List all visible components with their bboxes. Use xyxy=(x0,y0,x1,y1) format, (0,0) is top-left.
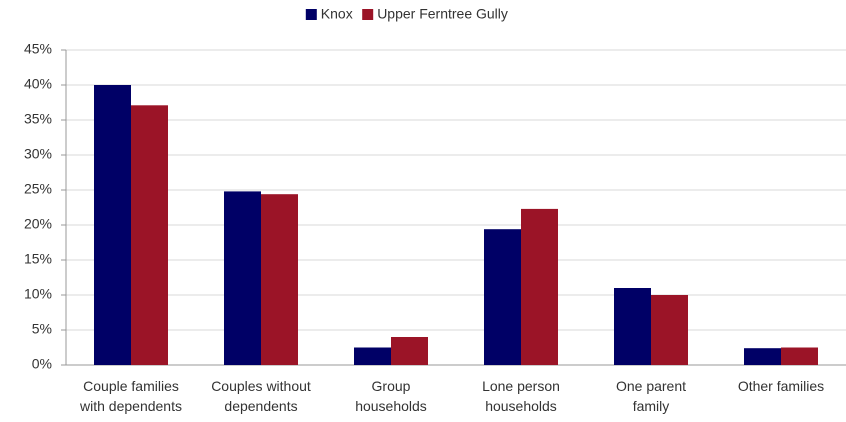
y-tick-label: 5% xyxy=(32,321,52,337)
bar xyxy=(484,229,521,365)
y-tick-label: 40% xyxy=(24,76,52,92)
legend-label: Knox xyxy=(321,6,353,22)
y-tick-label: 10% xyxy=(24,286,52,302)
bar xyxy=(94,85,131,365)
x-tick-label: Couples without dependents xyxy=(211,378,311,414)
bar xyxy=(781,347,818,365)
x-tick-label: One parent family xyxy=(615,378,687,414)
bar xyxy=(744,348,781,365)
y-tick-label: 45% xyxy=(24,41,52,57)
y-tick-label: 25% xyxy=(24,181,52,197)
bar xyxy=(131,105,168,366)
legend-swatch xyxy=(305,9,317,20)
x-tick-label: Lone person households xyxy=(482,378,560,414)
y-tick-label: 0% xyxy=(32,356,52,372)
y-tick-label: 15% xyxy=(24,251,52,267)
y-tick-label: 20% xyxy=(24,216,52,232)
x-tick-label: Group households xyxy=(355,378,427,414)
bar xyxy=(354,347,391,365)
x-tick-label: Other families xyxy=(737,378,825,394)
y-tick-label: 30% xyxy=(24,146,52,162)
bar xyxy=(614,288,651,365)
bar xyxy=(651,295,688,365)
y-tick-label: 35% xyxy=(24,111,52,127)
x-tick-label: Couple families with dependents xyxy=(80,378,182,414)
bar xyxy=(521,208,558,365)
bar xyxy=(261,194,298,365)
bar xyxy=(391,337,428,365)
bar xyxy=(224,191,261,365)
legend-swatch xyxy=(362,9,374,20)
legend-label: Upper Ferntree Gully xyxy=(377,6,508,22)
